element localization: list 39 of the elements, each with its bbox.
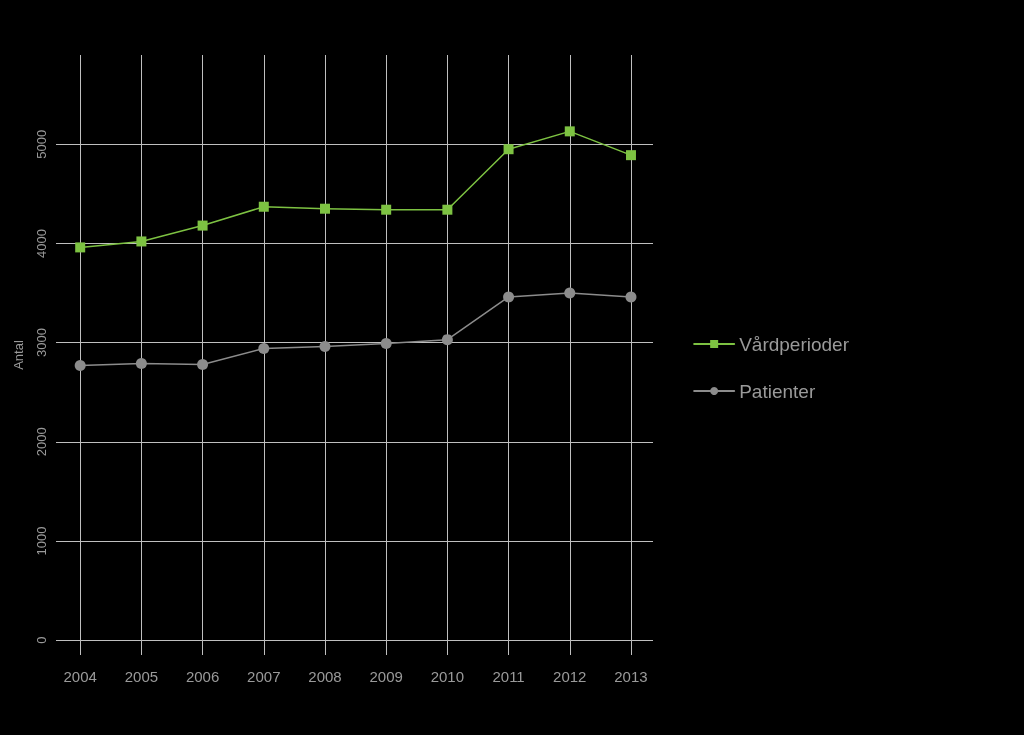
point	[503, 144, 514, 155]
x-tick-label: 2011	[492, 668, 525, 685]
y-tick-label: 2000	[34, 427, 49, 457]
point	[442, 204, 453, 215]
point	[381, 204, 392, 215]
y-tick-label: 0	[34, 636, 49, 644]
legend-label: Vårdperioder	[739, 333, 850, 355]
point	[75, 242, 86, 253]
x-tick-label: 2004	[63, 668, 97, 685]
point	[258, 343, 270, 355]
point	[564, 126, 575, 137]
point	[135, 357, 147, 369]
point	[74, 359, 86, 371]
point	[564, 287, 576, 299]
y-tick-label: 1000	[34, 526, 49, 556]
x-tick-label: 2012	[553, 668, 587, 685]
point	[380, 338, 392, 350]
point	[625, 291, 637, 303]
point	[625, 150, 636, 161]
x-tick-label: 2005	[124, 668, 159, 685]
x-tick-label: 2006	[185, 668, 220, 685]
point	[319, 203, 330, 214]
point	[197, 220, 208, 231]
point	[503, 291, 515, 303]
point	[319, 341, 331, 353]
y-tick-label: 3000	[34, 328, 49, 358]
x-tick-label: 2007	[247, 668, 281, 685]
y-axis-title: Antal	[11, 340, 26, 370]
point	[197, 358, 209, 370]
y-tick-label: 5000	[34, 129, 49, 159]
legend-label: Patienter	[739, 380, 816, 402]
point	[441, 334, 453, 346]
x-tick-label: 2013	[614, 668, 648, 685]
x-tick-label: 2010	[430, 668, 465, 685]
x-tick-label: 2008	[308, 668, 342, 685]
y-tick-label: 4000	[34, 228, 49, 258]
point	[136, 236, 147, 247]
point	[258, 201, 269, 212]
x-tick-label: 2009	[369, 668, 403, 685]
